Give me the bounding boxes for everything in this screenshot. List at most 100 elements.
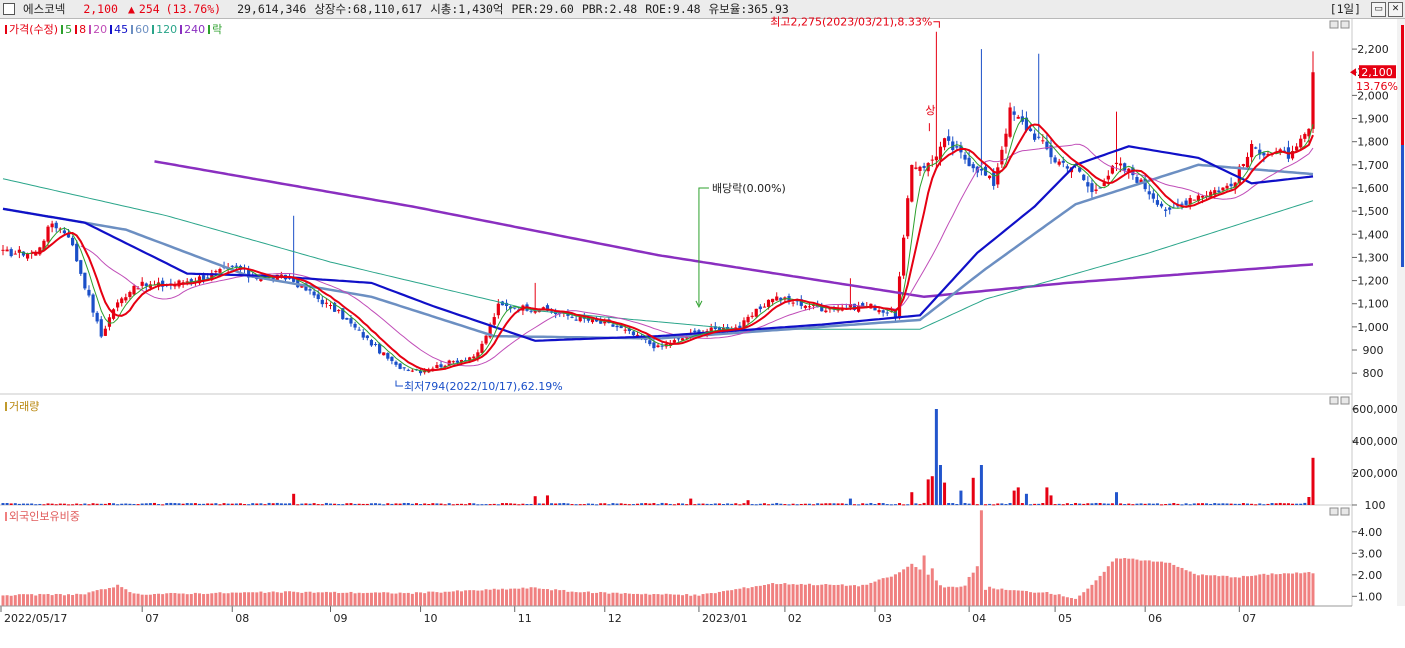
- foreign-bar: [1172, 564, 1176, 606]
- candle: [1237, 166, 1241, 184]
- volume-bar: [439, 503, 443, 505]
- foreign-bar: [619, 593, 623, 606]
- foreign-bar: [1143, 560, 1147, 606]
- foreign-bar: [406, 592, 410, 606]
- candle: [1143, 178, 1147, 190]
- volume-bar: [1200, 503, 1204, 505]
- foreign-bar: [963, 585, 967, 606]
- volume-bar: [271, 503, 275, 505]
- foreign-bar: [124, 589, 128, 606]
- volume-bar: [1299, 503, 1303, 505]
- volume-bar: [1127, 503, 1131, 505]
- foreign-bar: [636, 593, 640, 606]
- volume-bar: [30, 503, 34, 505]
- restore-icon[interactable]: ▭: [1371, 1, 1386, 17]
- foreign-bar: [1217, 576, 1221, 606]
- legend-ma-7[interactable]: 락: [208, 23, 222, 36]
- volume-bar: [1094, 502, 1098, 505]
- volume-bar: [316, 504, 320, 506]
- volume-bar: [148, 503, 152, 505]
- candle: [611, 324, 615, 327]
- candle: [574, 319, 578, 321]
- volume-bar: [226, 503, 230, 505]
- volume-bar: [38, 503, 42, 505]
- legend-ma-4[interactable]: 60: [131, 23, 149, 36]
- foreign-bar: [75, 593, 79, 606]
- volume-bar: [1286, 503, 1290, 505]
- foreign-bar: [1278, 573, 1282, 606]
- candle: [75, 243, 79, 262]
- candle: [603, 321, 607, 324]
- candle: [443, 365, 447, 367]
- candle: [799, 299, 803, 306]
- volume-bar: [1176, 503, 1180, 505]
- legend-ma-0[interactable]: 5: [61, 23, 72, 36]
- candle: [328, 305, 333, 307]
- foreign-legend-label: 외국인보유비중: [9, 510, 80, 523]
- volume-bar: [762, 503, 766, 505]
- legend-ma-3[interactable]: 45: [110, 23, 128, 36]
- volume-bar: [451, 504, 455, 506]
- volume-bar: [112, 503, 116, 505]
- candle: [156, 282, 161, 287]
- volume-bar: [259, 503, 263, 505]
- volume-bar: [1, 503, 5, 505]
- ma240-line: [154, 160, 1314, 299]
- candle: [488, 324, 492, 338]
- foreign-bar: [443, 591, 447, 606]
- period-selector[interactable]: [1일]: [1329, 2, 1361, 16]
- volume-bar: [578, 504, 582, 506]
- foreign-bar: [349, 591, 353, 606]
- legend-price[interactable]: 가격(수정): [5, 23, 58, 36]
- candle: [983, 166, 988, 176]
- candle: [1106, 175, 1110, 180]
- legend-ma-6[interactable]: 240: [180, 23, 205, 36]
- candle: [742, 320, 746, 328]
- volume-bar: [42, 504, 46, 506]
- volume-bar: [660, 502, 664, 505]
- volume-bar: [754, 504, 758, 506]
- legend-ma-1[interactable]: 8: [75, 23, 86, 36]
- volume-bar: [447, 503, 451, 505]
- legend-ma-5[interactable]: 120: [152, 23, 177, 36]
- volume-bar: [431, 503, 435, 505]
- foreign-bar: [746, 588, 750, 606]
- foreign-bar: [9, 595, 13, 606]
- volume-bar: [1172, 503, 1176, 505]
- foreign-bar: [926, 574, 930, 606]
- foreign-bar: [509, 588, 513, 606]
- x-axis-label: 09: [334, 612, 348, 625]
- select-checkbox[interactable]: [3, 3, 15, 15]
- foreign-bar: [296, 592, 300, 606]
- low-annotation: 최저794(2022/10/17),62.19%: [404, 380, 563, 393]
- foreign-bar: [1311, 573, 1315, 606]
- volume-bar: [460, 503, 463, 505]
- foreign-bar: [640, 594, 644, 606]
- candle: [967, 157, 971, 167]
- foreign-legend-swatch: [5, 512, 7, 521]
- stock-name[interactable]: 에스코넥: [23, 2, 66, 16]
- volume-bar: [676, 503, 680, 505]
- volume-bar: [652, 503, 656, 505]
- candle: [656, 345, 660, 348]
- foreign-bar: [1041, 592, 1045, 606]
- legend-ma-2[interactable]: 20: [89, 23, 107, 36]
- foreign-bar: [550, 590, 554, 606]
- volume-bar: [1082, 503, 1086, 505]
- foreign-bar: [943, 587, 947, 606]
- candle: [578, 316, 582, 322]
- close-icon[interactable]: ✕: [1388, 1, 1403, 17]
- foreign-bar: [345, 592, 349, 606]
- foreign-bar: [259, 591, 263, 606]
- foreign-bar: [938, 585, 942, 606]
- volume-bar: [443, 504, 447, 506]
- legend-price-swatch: [5, 25, 7, 34]
- candle: [136, 288, 140, 290]
- volume-bar: [611, 503, 615, 505]
- volume-bar: [1037, 503, 1041, 505]
- foreign-bar: [1098, 575, 1102, 606]
- candle: [189, 279, 193, 282]
- legend-ma-5-swatch: [152, 25, 155, 34]
- foreign-bar: [574, 592, 578, 606]
